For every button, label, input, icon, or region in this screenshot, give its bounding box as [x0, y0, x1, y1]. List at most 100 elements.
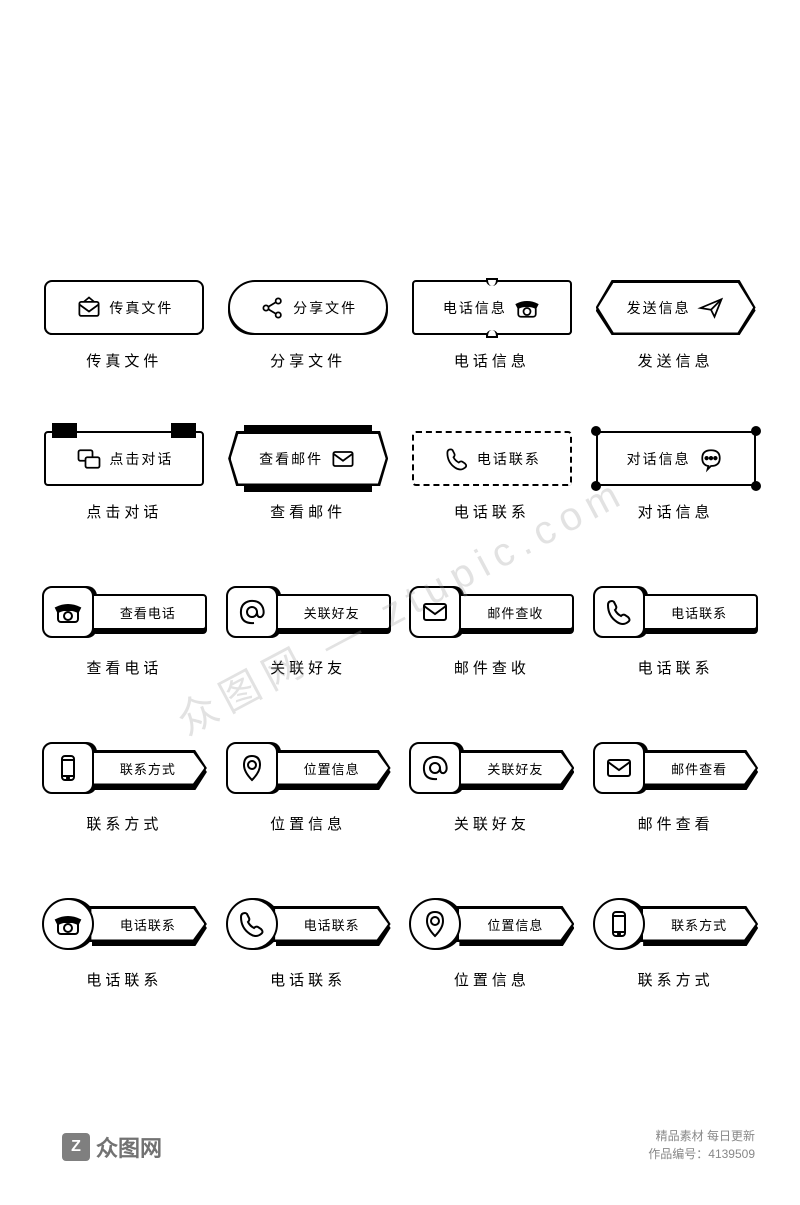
button-caption: 电话联系: [270, 969, 346, 990]
button[interactable]: 位置信息: [226, 738, 391, 798]
button-label: 邮件查看: [671, 759, 727, 778]
button-row-3: 查看电话查看电话关联好友关联好友邮件查收邮件查收电话联系电话联系: [40, 582, 760, 678]
button[interactable]: 位置信息: [409, 894, 574, 954]
mobile-icon: [603, 908, 635, 940]
button[interactable]: 电话联系: [42, 894, 207, 954]
button[interactable]: 电话联系: [412, 431, 572, 486]
button-label: 传真文件: [109, 298, 173, 318]
button-label: 联系方式: [120, 759, 176, 778]
button-label: 电话信息: [443, 298, 507, 318]
button-item: 传真文件传真文件: [40, 280, 209, 371]
button-label: 电话联系: [671, 603, 727, 622]
mail-icon: [329, 445, 357, 473]
button[interactable]: 联系方式: [42, 738, 207, 798]
icon-box: [593, 742, 645, 794]
icon-box: [42, 586, 94, 638]
logo-text: 众图网: [96, 1131, 162, 1163]
icon-box: [409, 586, 461, 638]
button[interactable]: 发送信息: [596, 280, 756, 335]
button-label: 点击对话: [109, 449, 173, 469]
icon-box: [42, 898, 94, 950]
button-label: 电话联系: [120, 915, 176, 934]
button-item: 关联好友关联好友: [224, 582, 393, 678]
icon-box: [593, 898, 645, 950]
button-label: 发送信息: [627, 298, 691, 318]
button[interactable]: 电话联系: [226, 894, 391, 954]
at-icon: [419, 752, 451, 784]
button[interactable]: 分享文件: [228, 280, 388, 335]
button-row-1: 传真文件传真文件分享文件分享文件电话信息电话信息发送信息发送信息: [40, 280, 760, 371]
button-caption: 点击对话: [86, 501, 162, 522]
button-caption: 关联好友: [454, 813, 530, 834]
button-item: 邮件查收邮件查收: [408, 582, 577, 678]
button-caption: 邮件查看: [638, 813, 714, 834]
button-item: 对话信息对话信息: [591, 431, 760, 522]
button-label: 关联好友: [487, 759, 543, 778]
button-item: 电话信息电话信息: [408, 280, 577, 371]
button-caption: 位置信息: [454, 969, 530, 990]
button[interactable]: 邮件查收: [409, 582, 574, 642]
button-label: 对话信息: [627, 449, 691, 469]
logo-icon: Z: [62, 1133, 90, 1161]
button-caption: 查看邮件: [270, 501, 346, 522]
button-caption: 发送信息: [638, 350, 714, 371]
button-label: 查看邮件: [259, 449, 323, 469]
button-item: 电话联系电话联系: [40, 894, 209, 990]
button-item: 发送信息发送信息: [591, 280, 760, 371]
button-caption: 对话信息: [638, 501, 714, 522]
icon-box: [226, 898, 278, 950]
button-label: 查看电话: [120, 603, 176, 622]
button-label: 分享文件: [293, 298, 357, 318]
button-row-2: 点击对话点击对话查看邮件查看邮件电话联系电话联系对话信息对话信息: [40, 431, 760, 522]
share-icon: [259, 294, 287, 322]
button-item: 电话联系电话联系: [224, 894, 393, 990]
button[interactable]: 对话信息: [596, 431, 756, 486]
button-label: 电话联系: [477, 449, 541, 469]
button-item: 位置信息位置信息: [224, 738, 393, 834]
button-item: 查看邮件查看邮件: [224, 431, 393, 522]
button-label: 联系方式: [671, 915, 727, 934]
at-icon: [236, 596, 268, 628]
button-label: 关联好友: [304, 603, 360, 622]
speech-icon: [697, 445, 725, 473]
mail-icon: [419, 596, 451, 628]
button-caption: 联系方式: [638, 969, 714, 990]
button-caption: 关联好友: [270, 657, 346, 678]
button[interactable]: 电话联系: [593, 582, 758, 642]
button-item: 联系方式联系方式: [591, 894, 760, 990]
button-item: 联系方式联系方式: [40, 738, 209, 834]
button[interactable]: 电话信息: [412, 280, 572, 335]
mobile-icon: [52, 752, 84, 784]
button[interactable]: 邮件查看: [593, 738, 758, 798]
icon-box: [409, 742, 461, 794]
button[interactable]: 关联好友: [409, 738, 574, 798]
watermark-logo: Z 众图网: [62, 1131, 162, 1163]
button[interactable]: 查看邮件: [228, 431, 388, 486]
button-caption: 电话联系: [454, 501, 530, 522]
button-label: 位置信息: [304, 759, 360, 778]
button-item: 点击对话点击对话: [40, 431, 209, 522]
icon-box: [593, 586, 645, 638]
button[interactable]: 联系方式: [593, 894, 758, 954]
button-row-5: 电话联系电话联系电话联系电话联系位置信息位置信息联系方式联系方式: [40, 894, 760, 990]
mail-icon: [603, 752, 635, 784]
pin-icon: [419, 908, 451, 940]
icon-box: [409, 898, 461, 950]
button-item: 电话联系电话联系: [408, 431, 577, 522]
button-caption: 分享文件: [270, 350, 346, 371]
button-row-4: 联系方式联系方式位置信息位置信息关联好友关联好友邮件查看邮件查看: [40, 738, 760, 834]
button-caption: 联系方式: [86, 813, 162, 834]
icon-box: [42, 742, 94, 794]
button-label: 电话联系: [304, 915, 360, 934]
button[interactable]: 关联好友: [226, 582, 391, 642]
button-caption: 电话信息: [454, 350, 530, 371]
watermark-id: 作品编号：4139509: [648, 1145, 755, 1163]
button[interactable]: 查看电话: [42, 582, 207, 642]
button-caption: 电话联系: [86, 969, 162, 990]
button[interactable]: 点击对话: [44, 431, 204, 486]
handset-icon: [603, 596, 635, 628]
button-label: 位置信息: [487, 915, 543, 934]
button[interactable]: 传真文件: [44, 280, 204, 335]
button-item: 邮件查看邮件查看: [591, 738, 760, 834]
icon-box: [226, 742, 278, 794]
